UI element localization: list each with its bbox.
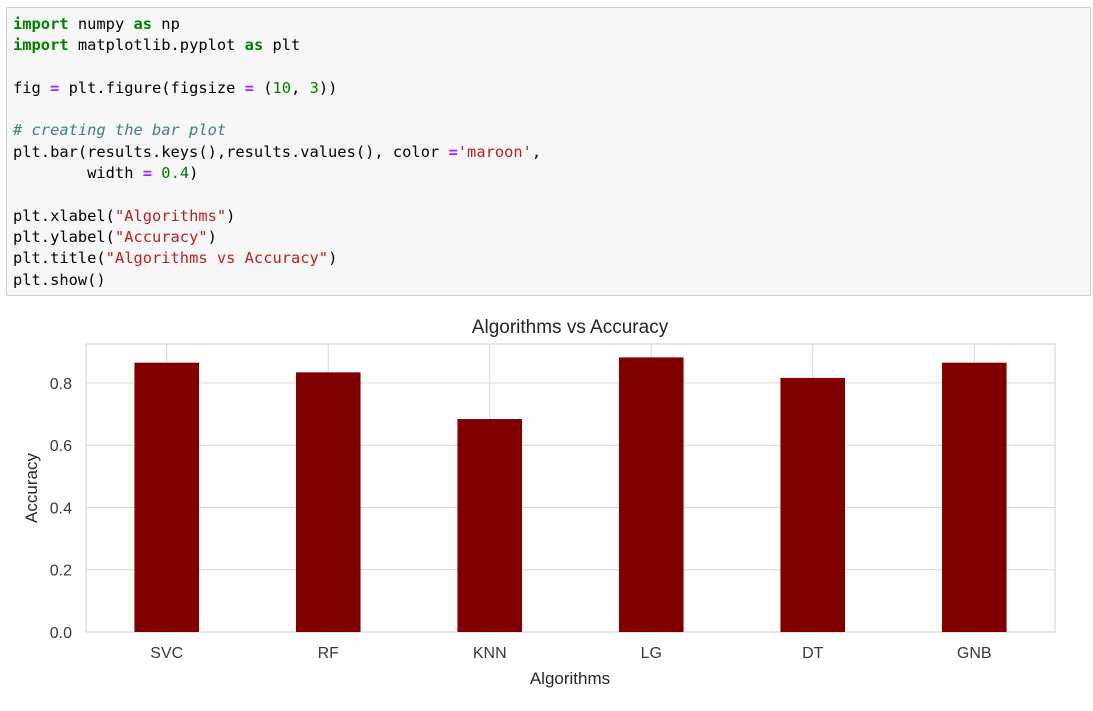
- code-token: plt.title(: [13, 249, 106, 268]
- chart-title: Algorithms vs Accuracy: [472, 317, 669, 338]
- code-token: numpy: [68, 15, 134, 33]
- x-tick-labels: SVC RF KNN LG DT GNB: [150, 645, 991, 662]
- code-line: import matplotlib.pyplot as plt: [13, 35, 1090, 56]
- code-token: ): [189, 164, 199, 183]
- code-token: width: [13, 164, 143, 183]
- code-token: ): [207, 227, 217, 246]
- code-token: plt.xlabel(: [13, 206, 115, 225]
- code-line: # creating the bar plot: [13, 120, 1090, 141]
- y-axis-label: Accuracy: [22, 453, 41, 523]
- code-token: as: [133, 15, 153, 33]
- x-tick-label: RF: [318, 645, 340, 662]
- x-axis-label: Algorithms: [530, 669, 610, 688]
- code-line: plt.bar(results.keys(),results.values(),…: [13, 142, 1090, 163]
- code-line: [13, 57, 1090, 78]
- y-tick-label: 0.0: [50, 625, 72, 642]
- y-tick-label: 0.8: [50, 376, 72, 393]
- bar-layer: [134, 357, 1007, 632]
- code-token: )): [318, 78, 338, 97]
- code-token: fig: [13, 78, 51, 97]
- code-line: fig = plt.figure(figsize = (10, 3)): [13, 78, 1090, 99]
- code-cell[interactable]: import numpy as np import matplotlib.pypl…: [6, 7, 1091, 296]
- code-line: plt.title("Algorithms vs Accuracy"): [13, 248, 1090, 269]
- code-token: plt: [263, 36, 301, 55]
- code-line: plt.ylabel("Accuracy"): [13, 227, 1090, 248]
- x-tick-label: DT: [802, 645, 824, 662]
- x-tick-label: SVC: [150, 645, 183, 662]
- code-token: ,: [531, 142, 542, 161]
- code-token: 10: [272, 78, 292, 97]
- code-token: as: [244, 36, 264, 55]
- code-token: "Accuracy": [114, 227, 208, 246]
- bar-knn: [457, 419, 523, 632]
- code-token: =: [448, 142, 458, 161]
- y-tick-label: 0.2: [50, 563, 72, 580]
- plot-frame: [85, 343, 1056, 633]
- code-token: "Algorithms": [114, 206, 227, 225]
- code-token: "Algorithms vs Accuracy": [105, 249, 329, 268]
- code-line: [13, 99, 1090, 120]
- code-token: plt.ylabel(: [13, 227, 115, 246]
- code-token: plt.bar(results.keys(),results.values(),…: [13, 142, 449, 161]
- x-tick-label: LG: [641, 645, 662, 662]
- x-tick-label: GNB: [957, 645, 992, 662]
- code-token: # creating the bar plot: [13, 121, 227, 140]
- code-token: import: [13, 36, 69, 55]
- code-editor[interactable]: import numpy as np import matplotlib.pypl…: [13, 14, 1090, 291]
- y-tick-label: 0.6: [50, 438, 72, 455]
- code-line: [13, 184, 1090, 205]
- code-token: 'maroon': [457, 142, 532, 161]
- code-token: ,: [291, 78, 310, 97]
- grid-layer: [86, 344, 1055, 633]
- bar-gnb: [941, 362, 1007, 632]
- output-area: 0.0 0.2 0.4 0.6 0.8 SVC RF KNN LG DT GNB Algorith…: [0, 300, 1093, 711]
- code-token: (: [253, 78, 273, 97]
- code-token: =: [142, 164, 153, 183]
- code-token: =: [244, 78, 254, 97]
- code-token: np: [152, 15, 180, 33]
- code-token: plt.figure(figsize: [59, 78, 245, 97]
- code-token: plt.show(): [13, 270, 106, 289]
- code-token: [152, 164, 161, 182]
- code-token: 0.4: [161, 164, 190, 183]
- bar-dt: [780, 377, 846, 632]
- bar-lg: [618, 357, 684, 632]
- code-line: plt.show(): [13, 270, 1090, 291]
- bar-svc: [134, 362, 200, 632]
- code-token: ): [328, 249, 338, 268]
- y-tick-label: 0.4: [50, 500, 72, 517]
- bar-chart: 0.0 0.2 0.4 0.6 0.8 SVC RF KNN LG DT GNB Algorith…: [22, 317, 1056, 688]
- x-tick-label: KNN: [473, 645, 507, 662]
- code-line: plt.xlabel("Algorithms"): [13, 206, 1090, 227]
- y-tick-labels: 0.0 0.2 0.4 0.6 0.8: [50, 376, 72, 642]
- code-token: ): [226, 206, 236, 225]
- code-token: matplotlib.pyplot: [68, 36, 245, 55]
- code-token: import: [13, 15, 69, 33]
- code-line: width = 0.4): [13, 163, 1090, 184]
- code-line: import numpy as np: [13, 14, 1090, 35]
- code-token: =: [50, 78, 60, 97]
- code-token: 3: [309, 78, 319, 97]
- bar-rf: [295, 372, 361, 632]
